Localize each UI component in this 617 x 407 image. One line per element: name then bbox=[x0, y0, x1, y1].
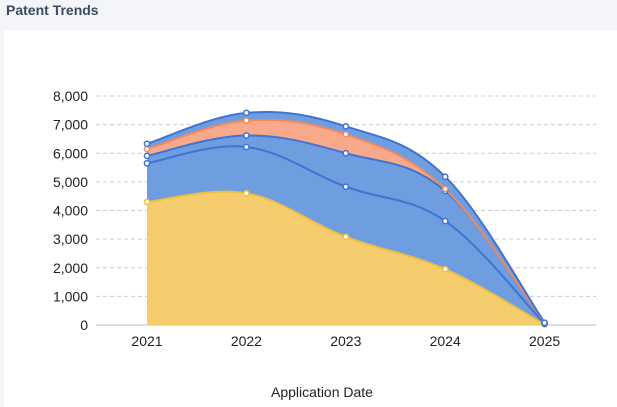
x-tick-label: 2023 bbox=[330, 333, 361, 349]
y-tick-label: 4,000 bbox=[53, 203, 88, 219]
data-point[interactable] bbox=[343, 132, 348, 137]
data-point[interactable] bbox=[244, 110, 249, 115]
x-tick-label: 2022 bbox=[231, 333, 262, 349]
y-tick-label: 3,000 bbox=[53, 231, 88, 247]
x-axis: 2021 2022 2023 2024 2025 bbox=[131, 333, 560, 349]
data-point[interactable] bbox=[144, 141, 149, 146]
data-point[interactable] bbox=[343, 151, 348, 156]
data-point[interactable] bbox=[343, 184, 348, 189]
x-tick-label: 2021 bbox=[131, 333, 162, 349]
y-tick-label: 6,000 bbox=[53, 145, 88, 161]
area-layers bbox=[147, 112, 545, 325]
y-tick-label: 1,000 bbox=[53, 288, 88, 304]
data-point[interactable] bbox=[144, 199, 149, 204]
data-point[interactable] bbox=[443, 267, 448, 272]
data-point[interactable] bbox=[244, 144, 249, 149]
y-tick-label: 5,000 bbox=[53, 174, 88, 190]
stacked-area-chart: 0 1,000 2,000 3,000 4,000 5,000 6,000 7,000 8,00… bbox=[0, 0, 617, 407]
y-tick-label: 2,000 bbox=[53, 260, 88, 276]
data-point[interactable] bbox=[144, 153, 149, 158]
x-tick-label: 2025 bbox=[529, 333, 560, 349]
data-point[interactable] bbox=[244, 133, 249, 138]
y-axis: 0 1,000 2,000 3,000 4,000 5,000 6,000 7,000 8,00… bbox=[53, 88, 88, 333]
data-point[interactable] bbox=[144, 161, 149, 166]
data-point[interactable] bbox=[244, 191, 249, 196]
data-point[interactable] bbox=[244, 118, 249, 123]
data-point[interactable] bbox=[443, 186, 448, 191]
y-tick-label: 8,000 bbox=[53, 88, 88, 104]
x-axis-label: Application Date bbox=[271, 384, 373, 400]
data-point[interactable] bbox=[343, 234, 348, 239]
x-tick-label: 2024 bbox=[430, 333, 461, 349]
data-point[interactable] bbox=[443, 218, 448, 223]
data-point[interactable] bbox=[443, 174, 448, 179]
y-tick-label: 0 bbox=[80, 317, 88, 333]
data-point[interactable] bbox=[542, 320, 547, 325]
y-tick-label: 7,000 bbox=[53, 117, 88, 133]
data-point[interactable] bbox=[343, 124, 348, 129]
